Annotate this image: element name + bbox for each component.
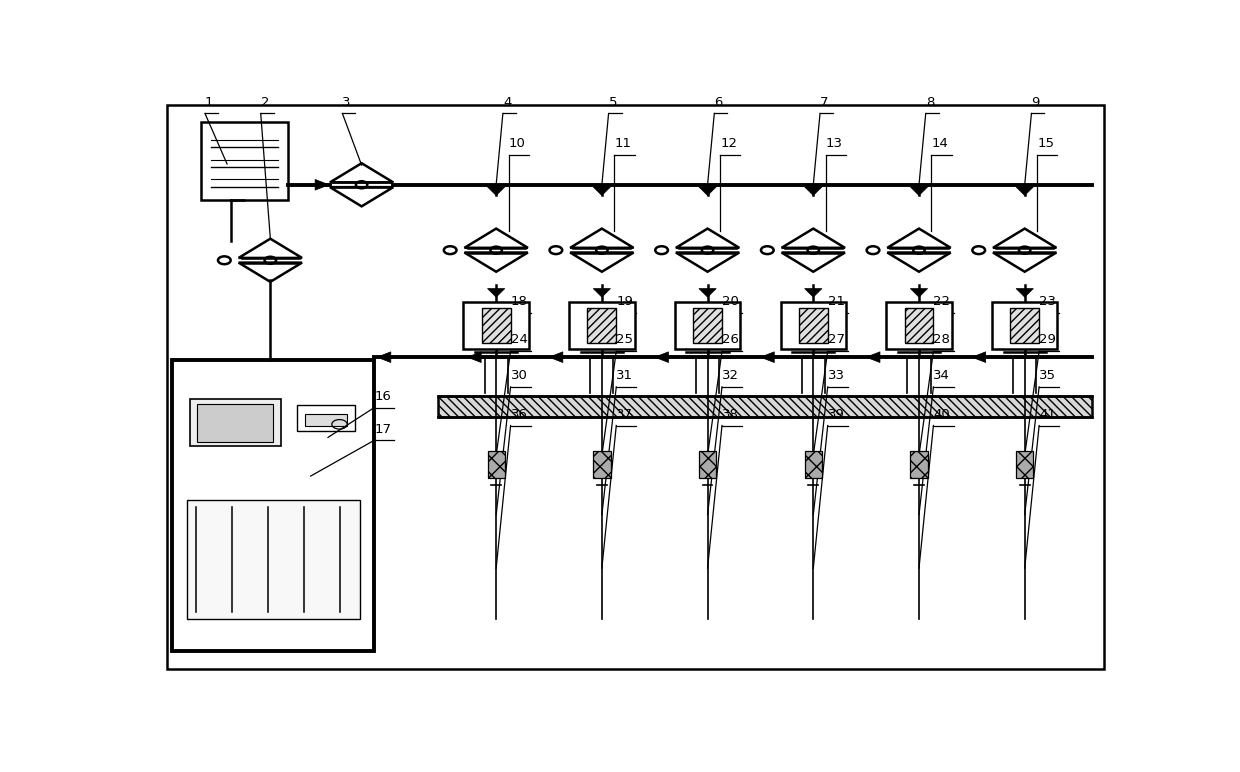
Polygon shape: [487, 289, 505, 297]
Bar: [910, 451, 928, 478]
Bar: [197, 404, 273, 442]
Polygon shape: [315, 179, 329, 190]
Bar: [481, 309, 511, 343]
Text: 33: 33: [828, 369, 844, 382]
Polygon shape: [655, 352, 668, 363]
Text: 23: 23: [1039, 295, 1056, 308]
Text: 32: 32: [722, 369, 739, 382]
Text: 37: 37: [616, 408, 634, 421]
Bar: [699, 451, 717, 478]
Bar: [487, 451, 505, 478]
Text: 17: 17: [374, 422, 391, 435]
Text: 4: 4: [503, 96, 511, 109]
Bar: [190, 399, 281, 446]
Bar: [187, 499, 360, 618]
Text: 7: 7: [820, 96, 828, 109]
Text: 26: 26: [722, 334, 739, 347]
Bar: [588, 309, 616, 343]
Polygon shape: [805, 187, 822, 195]
Bar: [781, 302, 846, 350]
Text: 8: 8: [926, 96, 934, 109]
Bar: [298, 405, 355, 432]
Text: 39: 39: [828, 408, 844, 421]
Text: 16: 16: [374, 390, 391, 403]
Text: 21: 21: [828, 295, 844, 308]
Polygon shape: [467, 352, 481, 363]
Bar: [439, 396, 1092, 417]
Text: 35: 35: [1039, 369, 1056, 382]
Polygon shape: [910, 289, 928, 297]
Bar: [1011, 309, 1039, 343]
Bar: [569, 302, 635, 350]
Text: 25: 25: [616, 334, 634, 347]
Text: 24: 24: [511, 334, 527, 347]
Bar: [464, 302, 528, 350]
Bar: [805, 451, 822, 478]
Bar: [305, 414, 347, 425]
Text: 13: 13: [826, 137, 843, 151]
Text: 18: 18: [511, 295, 527, 308]
Text: 19: 19: [616, 295, 634, 308]
Bar: [992, 302, 1058, 350]
Text: 34: 34: [934, 369, 950, 382]
Bar: [201, 122, 288, 200]
Text: 36: 36: [511, 408, 527, 421]
Polygon shape: [805, 289, 822, 297]
Polygon shape: [593, 187, 610, 195]
Bar: [799, 309, 828, 343]
Text: 1: 1: [205, 96, 213, 109]
Polygon shape: [699, 289, 717, 297]
Text: 41: 41: [1039, 408, 1056, 421]
Text: 15: 15: [1037, 137, 1054, 151]
Text: 22: 22: [934, 295, 950, 308]
Polygon shape: [760, 352, 774, 363]
Text: 2: 2: [260, 96, 269, 109]
Text: 14: 14: [931, 137, 949, 151]
Polygon shape: [699, 187, 717, 195]
Text: 30: 30: [511, 369, 527, 382]
Bar: [693, 309, 722, 343]
Text: 5: 5: [609, 96, 618, 109]
Text: 27: 27: [828, 334, 844, 347]
Polygon shape: [487, 187, 505, 195]
Polygon shape: [910, 187, 928, 195]
Text: 38: 38: [722, 408, 739, 421]
Text: 11: 11: [614, 137, 631, 151]
Text: 6: 6: [714, 96, 723, 109]
Bar: [675, 302, 740, 350]
Bar: [887, 302, 951, 350]
Bar: [1016, 451, 1033, 478]
Bar: [172, 360, 374, 652]
Polygon shape: [866, 352, 880, 363]
Bar: [905, 309, 934, 343]
Polygon shape: [1016, 289, 1033, 297]
Polygon shape: [972, 352, 986, 363]
Text: 10: 10: [508, 137, 526, 151]
Polygon shape: [593, 289, 610, 297]
Text: 3: 3: [342, 96, 351, 109]
Bar: [593, 451, 610, 478]
Text: 9: 9: [1032, 96, 1040, 109]
Polygon shape: [377, 352, 391, 363]
Text: 12: 12: [720, 137, 737, 151]
Text: 40: 40: [934, 408, 950, 421]
Polygon shape: [549, 352, 563, 363]
Text: 28: 28: [934, 334, 950, 347]
Text: 31: 31: [616, 369, 634, 382]
Text: 20: 20: [722, 295, 739, 308]
Text: 29: 29: [1039, 334, 1056, 347]
Polygon shape: [1016, 187, 1033, 195]
